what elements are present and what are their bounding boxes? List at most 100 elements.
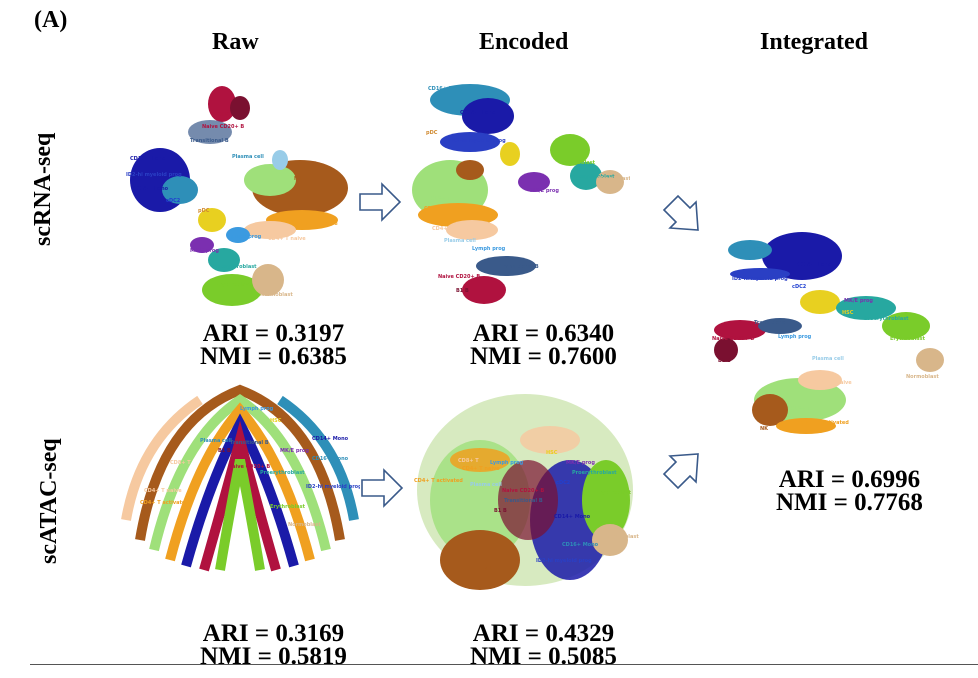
label-mk-e-prog: MK/E prog [566,460,595,466]
panel-label: (A) [34,7,68,33]
label-normoblast: Normoblast [288,522,321,528]
label-b1-b: B1 B [718,358,731,364]
cluster-labels: B1 B Naive CD20+ B Transitional B Plasma… [126,112,338,298]
label-transitional-b: Transitional B [190,138,229,144]
label-cd14-mono: CD14+ Mono [312,436,349,442]
label-cd4-naive: CD4+ T naive [144,488,182,494]
label-proerythroblast: Proerythroblast [864,316,909,322]
cluster-labels: Lymph prog HSC CD14+ Mono Plasma cell Tr… [140,406,360,528]
label-cd4-act: CD4+ T activated [800,420,849,426]
label-plasma: Plasma cell [470,482,502,488]
label-naive-b: Naive CD20+ B [502,488,544,494]
label-cd14-mono: CD14+ Mono [460,110,497,116]
label-mk-e-prog: MK/E prog [530,188,559,194]
label-hsc: HSC [204,224,216,230]
label-erythroblast: Erythroblast [596,490,632,496]
ari-value: ARI = 0.6996 [778,466,921,493]
metric-scrna-encoded: ARI = 0.6340 NMI = 0.7600 [470,320,617,370]
label-lymph-prog: Lymph prog [472,246,506,252]
metric-scatac-raw: ARI = 0.3169 NMI = 0.5819 [200,621,347,669]
label-cd4-naive: CD4+ T naive [814,380,852,386]
label-nk: NK [484,566,493,572]
row-title-scrna: scRNA-seq [30,132,56,246]
cluster-blobs [417,394,633,590]
label-nk: NK [294,176,303,182]
ari-value: ARI = 0.6340 [472,320,615,347]
nmi-value: NMI = 0.7600 [470,343,617,370]
cluster-blobs [412,84,624,304]
label-transitional-b: Transitional B [230,440,269,446]
label-cd4-naive: CD4+ T naive [462,466,500,472]
label-id2-myeloid: ID2-hi myeloid prog [126,172,182,178]
label-naive-b: Naive CD20+ B [202,124,244,130]
nmi-value: NMI = 0.6385 [200,343,347,370]
label-lymph-prog: Lymph prog [240,406,274,412]
label-normoblast: Normoblast [598,176,630,182]
label-cd16-mono: CD16+ Mono [312,456,349,462]
label-plasma: Plasma cell [812,356,844,362]
ari-value: ARI = 0.3197 [202,320,345,347]
label-b1-b: B1 B [494,508,507,514]
arrow-right-icon [359,182,402,222]
label-lymph-prog: Lymph prog [490,460,524,466]
label-cd8-t: CD8+ T [458,458,479,464]
nmi-value: NMI = 0.7768 [776,489,923,516]
label-id2-myeloid: ID2-hi myeloid prog [450,138,506,144]
cluster-blobs [121,384,359,572]
label-cd8-t: CD8+ T [430,196,451,202]
label-b1-b: B1 B [456,288,469,294]
cluster-labels: CD16+ Mono CD14+ Mono pDC ID2-hi myeloid… [424,86,630,294]
label-lymph-prog: Lymph prog [778,334,812,340]
label-cdc2: cDC2 [556,480,571,486]
label-cd8-t: CD8+ T [790,406,811,412]
label-b1-b: B1 B [218,448,231,454]
label-naive-b: Naive CD20+ B [712,336,754,342]
label-transitional-b: Transitional B [754,320,793,326]
label-normoblast: Normoblast [606,534,639,540]
label-b1-b: B1 B [216,112,229,118]
label-mk-e-prog: MK/E prog [190,248,219,254]
arrow-right-icon [361,468,404,508]
cluster-labels: CD8+ T CD4+ T naive Lymph prog HSC MK/E … [414,450,639,572]
label-cd16-mono: CD16+ Mono [732,246,769,252]
label-cd8-t: CD8+ T [170,460,191,466]
umap-integrated: CD16+ Mono CD14+ Mono ID2-hi myeloid pro… [712,232,944,434]
label-cdc2: cDC2 [792,284,807,290]
bottom-divider [30,664,978,665]
label-normoblast: Normoblast [260,292,293,298]
label-proerythroblast: Proerythroblast [570,174,615,180]
metric-scrna-raw: ARI = 0.3197 NMI = 0.6385 [200,320,347,370]
metric-scatac-encoded: ARI = 0.4329 NMI = 0.5085 [470,621,617,669]
label-hsc: HSC [842,310,854,316]
label-erythroblast: Erythroblast [890,336,926,342]
arrow-up-right-icon [662,453,699,490]
label-cd4-act: CD4+ T activated [414,478,463,484]
label-cd14-mono: CD14+ Mono [796,262,833,268]
label-cd4-naive: CD4+ T naive [300,221,338,227]
label-hsc: HSC [270,418,282,424]
label-naive-b: Naive CD20+ B [228,464,270,470]
label-cd4-naive-2: CD4+ T naive [268,236,306,242]
label-normoblast: Normoblast [906,374,939,380]
label-pdc: pDC [198,208,210,214]
label-cd4-act: CD4+ T activated [424,206,473,212]
column-title-integrated: Integrated [760,29,868,55]
label-cdc2: cDC2 [166,198,181,204]
metric-integrated: ARI = 0.6996 NMI = 0.7768 [776,466,923,516]
label-hsc: HSC [546,450,558,456]
label-proerythroblast: Proerythroblast [260,470,305,476]
label-erythroblast: Erythroblast [270,504,306,510]
label-id2-myeloid: ID2-hi myeloid prog [536,558,592,564]
label-plasma: Plasma cell [200,438,232,444]
label-proerythroblast: Proerythroblast [572,470,617,476]
label-cd16-mono: CD16+ Mono [428,86,465,92]
label-plasma: Plasma cell [232,154,264,160]
label-erythroblast: Erythroblast [560,160,596,166]
label-id2-myeloid: ID2-hi myeloid prog [732,276,788,282]
row-title-scatac: scATAC-seq [36,438,62,564]
label-cd14-mono: CD14+ Mono [132,186,169,192]
label-id2-myeloid: ID2-hi myeloid prog [306,484,360,490]
label-naive-b: Naive CD20+ B [438,274,480,280]
arrow-down-right-icon [662,194,699,231]
label-pdc: pDC [426,130,438,136]
